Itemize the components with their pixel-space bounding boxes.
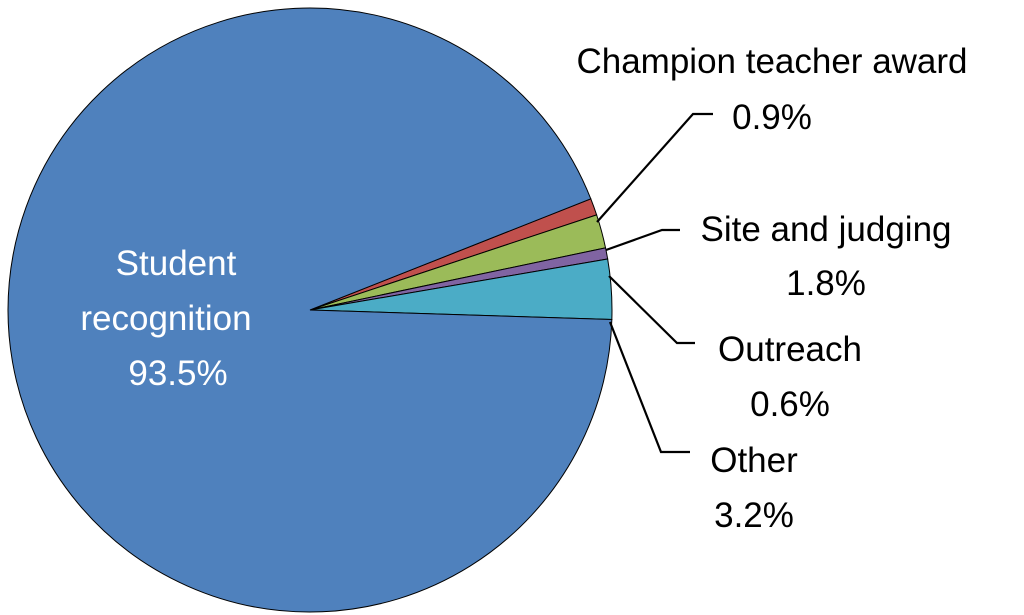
slice-name-other: Other: [710, 441, 798, 480]
pie-slices: [7, 7, 613, 613]
pie-slice-student-recognition: [7, 7, 613, 613]
slice-name-student-recognition-line1: Student: [116, 244, 237, 283]
leader-line-site-judging: [605, 228, 680, 252]
leader-line-outreach: [608, 275, 695, 345]
slice-percent-site-judging: 1.8%: [786, 264, 866, 303]
slice-percent-champion: 0.9%: [732, 98, 812, 137]
slice-percent-student-recognition: 93.5%: [128, 354, 227, 393]
slice-name-outreach: Outreach: [718, 330, 862, 369]
slice-percent-other: 3.2%: [714, 496, 794, 535]
slice-name-champion: Champion teacher award: [576, 42, 967, 81]
leader-line-champion: [596, 112, 713, 223]
slice-name-site-judging: Site and judging: [700, 210, 951, 249]
slice-name-student-recognition-line2: recognition: [80, 299, 251, 338]
slice-percent-outreach: 0.6%: [750, 385, 830, 424]
leader-line-other: [608, 321, 690, 454]
